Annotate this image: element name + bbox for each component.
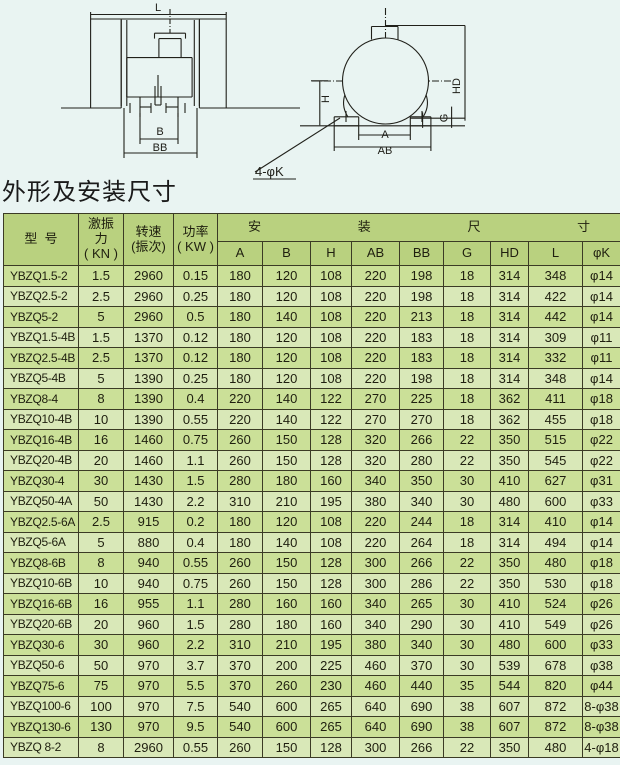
svg-text:B: B [156, 126, 163, 138]
svg-text:BB: BB [153, 142, 168, 154]
svg-text:A: A [381, 129, 389, 141]
svg-text:HD: HD [451, 78, 463, 94]
svg-text:L: L [155, 2, 161, 14]
svg-text:4-φK: 4-φK [255, 164, 284, 179]
svg-text:AB: AB [378, 145, 393, 157]
svg-text:G: G [439, 114, 451, 123]
svg-text:H: H [320, 95, 332, 103]
